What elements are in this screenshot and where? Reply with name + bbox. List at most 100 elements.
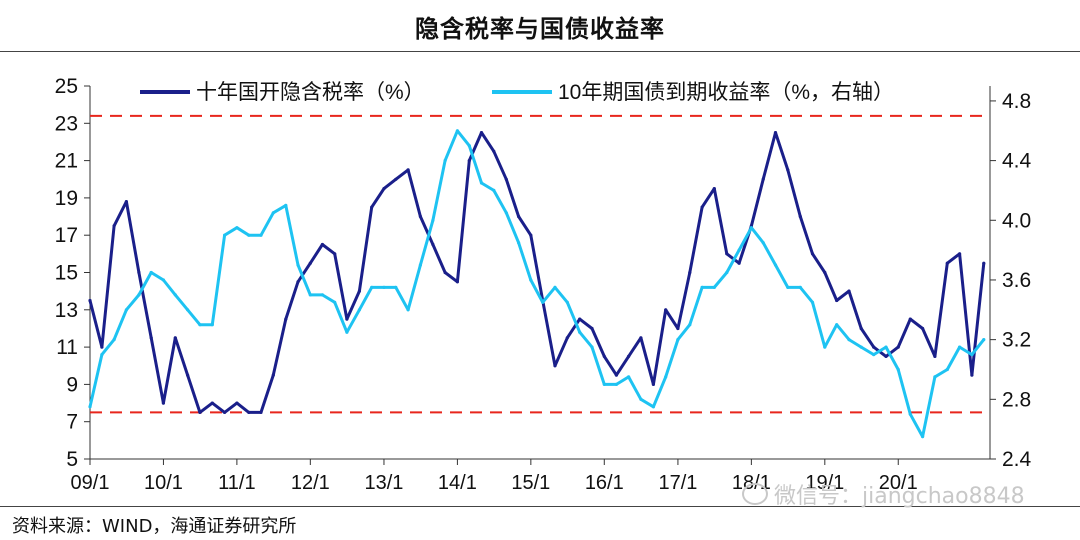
series-1-point [847, 289, 851, 293]
series-1-point [210, 401, 214, 405]
series-2-point [455, 129, 459, 133]
series-1-point [504, 177, 508, 181]
series-2-point [823, 345, 827, 349]
series-2-point [602, 382, 606, 386]
series-2-point [247, 233, 251, 237]
series-2-point [835, 323, 839, 327]
wechat-icon [742, 483, 768, 505]
series-1-point [700, 205, 704, 209]
left-tick-label: 17 [55, 224, 78, 247]
series-2-point [124, 308, 128, 312]
series-2-point [712, 285, 716, 289]
series-1-point [933, 354, 937, 358]
legend-label-1: 十年国开隐含税率（%） [196, 81, 425, 104]
series-2-point [651, 405, 656, 409]
series-1-point [725, 252, 729, 256]
series-2-point [553, 285, 557, 289]
series-1-point [664, 308, 668, 312]
series-2-point [259, 233, 263, 237]
series-2-point [271, 211, 275, 215]
left-tick-label: 13 [55, 299, 78, 322]
series-2-point [982, 338, 986, 342]
series-1-point [284, 317, 288, 321]
series-1-point [958, 252, 962, 256]
series-1-point [345, 317, 349, 321]
series-2-point [235, 226, 239, 230]
right-tick-label: 4.4 [1002, 150, 1032, 173]
series-2-point [688, 323, 692, 327]
series-2-point [88, 405, 92, 409]
series-1-point [565, 336, 569, 340]
x-tick-label: 12/1 [291, 472, 330, 494]
series-1-point [357, 289, 361, 293]
series-2-point [100, 353, 104, 357]
series-2-point [810, 300, 815, 304]
left-tick-label: 25 [55, 75, 78, 98]
series-1-point [590, 326, 594, 331]
series-1-point [370, 205, 374, 209]
series-2-point [284, 203, 288, 207]
series-line-1 [88, 131, 986, 414]
series-2-point [590, 345, 594, 349]
chart-area: 5 7 9 11 13 15 17 19 21 23 25 2.4 2.8 3.2 3.6 4.0 4.4 4.8… [55, 75, 1032, 494]
series-1-point [320, 242, 324, 247]
bottom-rule [0, 506, 1080, 507]
series-1-point [88, 298, 92, 303]
chart-title: 隐含税率与国债收益率 [415, 15, 665, 43]
series-1-point [296, 280, 300, 284]
title-bar: 隐含税率与国债收益率 [0, 0, 1080, 52]
series-2-point [798, 285, 802, 289]
series-1-point [186, 373, 190, 377]
left-tick-label: 21 [55, 150, 78, 173]
series-1-point [235, 401, 239, 405]
watermark-text: 微信号：jiangchao8848 [774, 484, 1025, 509]
series-1-point [982, 261, 986, 265]
series-2-point [137, 293, 141, 297]
x-tick-label: 13/1 [364, 472, 403, 494]
right-tick-label: 3.6 [1002, 269, 1031, 292]
series-2-point [541, 300, 545, 304]
series-1-point [333, 252, 337, 256]
series-2-point [394, 285, 398, 289]
series-1-point [443, 270, 447, 275]
series-2-point [320, 293, 324, 297]
series-1-point [614, 373, 619, 377]
series-1-point [100, 345, 104, 349]
x-tick-label: 17/1 [658, 472, 697, 494]
series-2-point [406, 308, 410, 312]
series-1-point [308, 261, 312, 265]
series-1-point [872, 345, 876, 349]
x-tick-label: 09/1 [71, 472, 110, 494]
series-2-point [370, 285, 374, 289]
series-2-point [431, 218, 435, 222]
series-1-point [884, 354, 888, 358]
x-tick-label: 16/1 [585, 472, 624, 494]
series-1-point [406, 168, 410, 172]
series-1-point [921, 326, 925, 331]
series-2-point [896, 367, 900, 372]
series-1-point [553, 364, 557, 368]
series-2-point [467, 144, 471, 148]
series-2-point [627, 375, 631, 379]
series-2-point [149, 270, 153, 275]
series-2-point [418, 263, 422, 267]
series-2-point [161, 278, 165, 282]
title-rule [0, 51, 1080, 52]
series-1-point [137, 270, 141, 275]
series-2-point [958, 345, 962, 349]
x-tick-label: 11/1 [218, 472, 255, 494]
series-2-point [700, 285, 704, 289]
series-2-point [333, 300, 337, 304]
series-2-point [872, 353, 876, 357]
series-1-point [467, 159, 471, 163]
series-1-point [161, 401, 165, 405]
series-2-point [529, 278, 533, 282]
series-2-point [908, 412, 912, 416]
series-2-point [737, 248, 741, 252]
series-2-point [884, 345, 888, 349]
series-2-point [296, 263, 300, 267]
x-tick-label: 15/1 [511, 472, 550, 494]
series-2-point [639, 397, 643, 401]
series-1-point [247, 410, 251, 414]
series-1-point [271, 373, 275, 377]
